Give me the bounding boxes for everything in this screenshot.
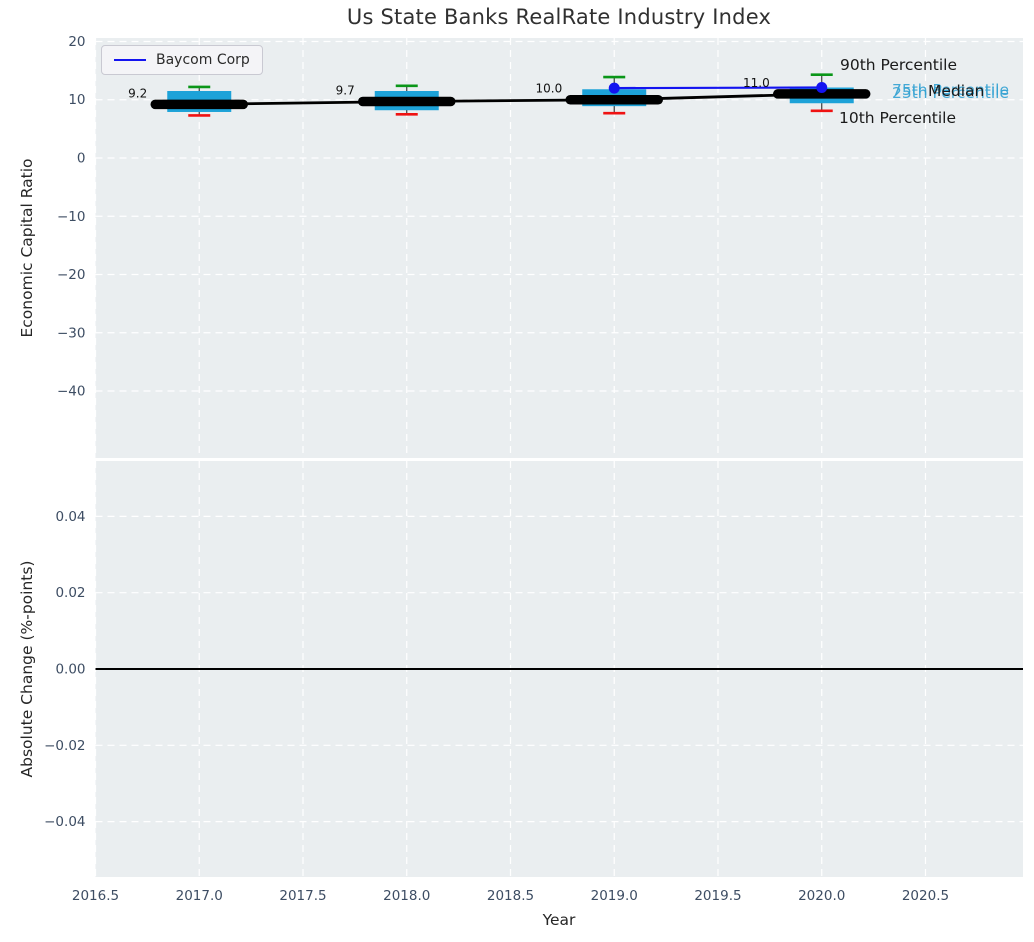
median-value-label: 9.2 (128, 86, 147, 100)
xtick-label: 2020.0 (798, 888, 845, 904)
xtick-label: 2017.5 (279, 888, 326, 904)
baycom-point (816, 82, 828, 94)
ytick-label-bottom: 0.00 (55, 662, 85, 678)
ytick-label-top: −30 (57, 325, 86, 341)
ytick-label-top: 20 (68, 34, 85, 50)
ytick-label-bottom: 0.02 (55, 585, 85, 601)
y-axis-label-bottom: Absolute Change (%-points) (18, 560, 36, 778)
legend-label: Baycom Corp (156, 52, 250, 68)
baycom-line (614, 86, 822, 90)
legend: Baycom Corp (101, 45, 263, 75)
ytick-label-bottom: 0.04 (55, 509, 85, 525)
top-plot-area (95, 38, 1023, 458)
ytick-label-top: 0 (77, 151, 86, 167)
annotation-25th-percentile: 25th Percentile (892, 84, 1010, 102)
baycom-point (608, 82, 620, 94)
xtick-label: 2018.0 (383, 888, 430, 904)
xtick-label: 2019.5 (694, 888, 741, 904)
median-value-label: 11.0 (743, 76, 770, 90)
median-value-label: 10.0 (536, 82, 563, 96)
y-axis-label-top: Economic Capital Ratio (18, 158, 36, 338)
annotation-10th-percentile: 10th Percentile (839, 109, 957, 127)
legend-line-icon (114, 59, 146, 61)
annotation-75th-percentile: 75th Percentile (892, 81, 1010, 99)
median-trend-line (199, 92, 822, 106)
ytick-label-top: −40 (57, 384, 86, 400)
annotation-90th-percentile: 90th Percentile (840, 56, 958, 74)
xtick-label: 2018.5 (487, 888, 534, 904)
ytick-label-top: −20 (57, 267, 86, 283)
xtick-label: 2016.5 (72, 888, 119, 904)
median-value-label: 9.7 (336, 83, 355, 97)
x-axis-label: Year (542, 911, 576, 929)
ytick-label-top: 10 (68, 92, 85, 108)
xtick-label: 2017.0 (176, 888, 223, 904)
ytick-label-bottom: −0.04 (44, 814, 85, 830)
xtick-label: 2020.5 (902, 888, 949, 904)
xtick-label: 2019.0 (591, 888, 638, 904)
ytick-label-bottom: −0.02 (44, 738, 85, 754)
ytick-label-top: −10 (57, 209, 86, 225)
chart-title: Us State Banks RealRate Industry Index (346, 5, 772, 29)
annotation-median: Median (928, 82, 985, 100)
